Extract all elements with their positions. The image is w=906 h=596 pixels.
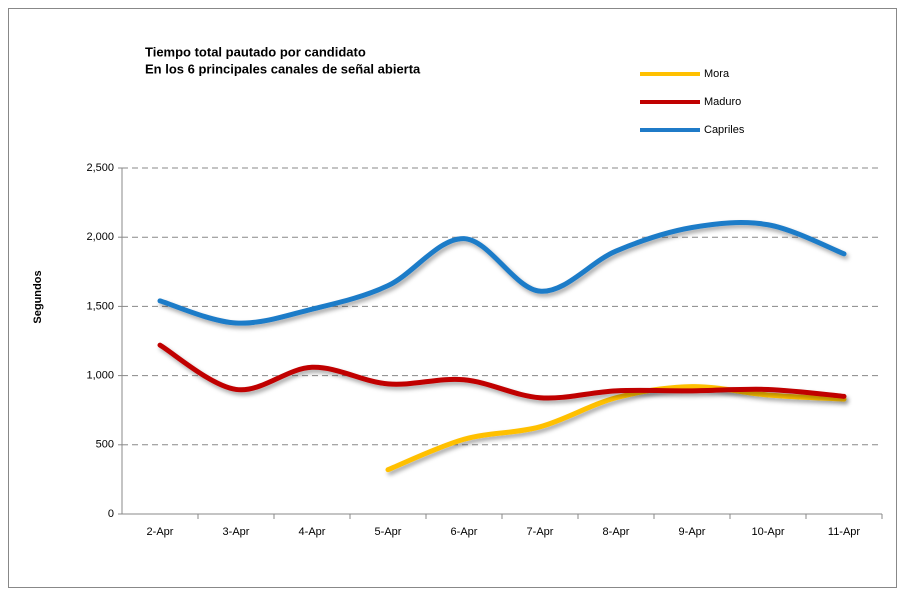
x-tick-label: 6-Apr [451, 526, 478, 538]
x-tick-label: 7-Apr [527, 526, 554, 538]
x-tick-label: 9-Apr [679, 526, 706, 538]
series-line [157, 342, 847, 401]
series-line [385, 384, 847, 473]
x-tick-label: 2-Apr [147, 526, 174, 538]
y-tick-label: 2,500 [86, 162, 114, 174]
y-axis-label: Segundos [32, 270, 44, 323]
y-tick-label: 1,000 [86, 370, 114, 382]
chart-title: Tiempo total pautado por candidato [145, 44, 366, 59]
x-tick-label: 10-Apr [751, 526, 784, 538]
y-tick-label: 2,000 [86, 231, 114, 243]
x-tick-label: 8-Apr [603, 526, 630, 538]
x-tick-label: 11-Apr [828, 526, 861, 538]
x-tick-label: 4-Apr [299, 526, 326, 538]
y-tick-label: 0 [108, 508, 114, 520]
legend-label: Mora [704, 68, 730, 80]
legend-label: Maduro [704, 96, 741, 108]
frame [8, 8, 897, 588]
chart-subtitle: En los 6 principales canales de señal ab… [145, 61, 421, 76]
x-tick-label: 3-Apr [223, 526, 250, 538]
series-line [157, 220, 847, 326]
x-tick-label: 5-Apr [375, 526, 402, 538]
y-tick-label: 1,500 [86, 300, 114, 312]
legend-label: Capriles [704, 124, 745, 136]
y-tick-label: 500 [96, 439, 114, 451]
